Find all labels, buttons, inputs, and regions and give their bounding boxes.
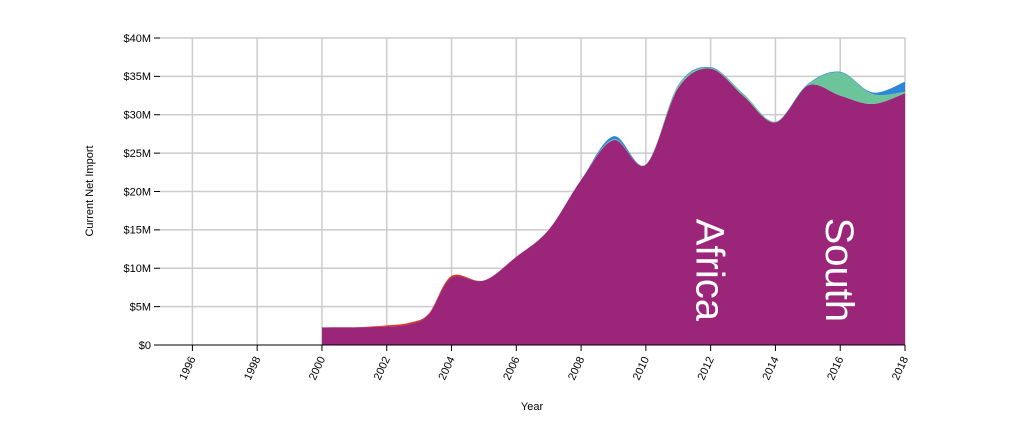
area-series-0 xyxy=(321,68,905,345)
x-tick-label: 1998 xyxy=(242,355,263,382)
y-tick-label: $0 xyxy=(139,340,151,352)
y-tick-label: $35M xyxy=(123,71,151,83)
x-tick-label: 2016 xyxy=(825,355,846,382)
x-tick-label: 2014 xyxy=(760,355,781,382)
data-areas xyxy=(321,66,905,345)
area-annotations: Africa South xyxy=(688,218,862,323)
x-tick-label: 2012 xyxy=(696,355,717,382)
y-tick-label: $30M xyxy=(123,110,151,122)
y-axis-title: Current Net Import xyxy=(84,145,96,236)
x-tick-label: 2004 xyxy=(437,355,458,382)
x-tick-label: 2010 xyxy=(631,355,652,382)
x-tick-label: 1996 xyxy=(177,355,198,382)
x-tick-label: 2006 xyxy=(501,355,522,382)
area-annotation-label: South xyxy=(817,218,861,323)
x-tick-label: 2018 xyxy=(890,355,911,382)
x-tick-labels: 1996 1998 2000 2002 2004 2006 2008 2010 2012 2014… xyxy=(177,345,911,382)
y-tick-label: $40M xyxy=(123,33,151,45)
area-series-2 xyxy=(321,67,905,328)
y-tick-label: $25M xyxy=(123,148,151,160)
x-axis-title: Year xyxy=(521,401,544,413)
y-tick-label: $20M xyxy=(123,186,151,198)
y-tick-label: $15M xyxy=(123,225,151,237)
x-tick-label: 2000 xyxy=(307,355,328,382)
area-annotation-label: Africa xyxy=(688,219,732,322)
y-tick-labels: $0 $5M $10M $15M $20M $25M $30M $35M $40M xyxy=(123,33,160,352)
y-tick-label: $10M xyxy=(123,263,151,275)
x-tick-label: 2008 xyxy=(566,355,587,382)
x-tick-label: 2002 xyxy=(372,355,393,382)
y-tick-label: $5M xyxy=(130,301,151,313)
